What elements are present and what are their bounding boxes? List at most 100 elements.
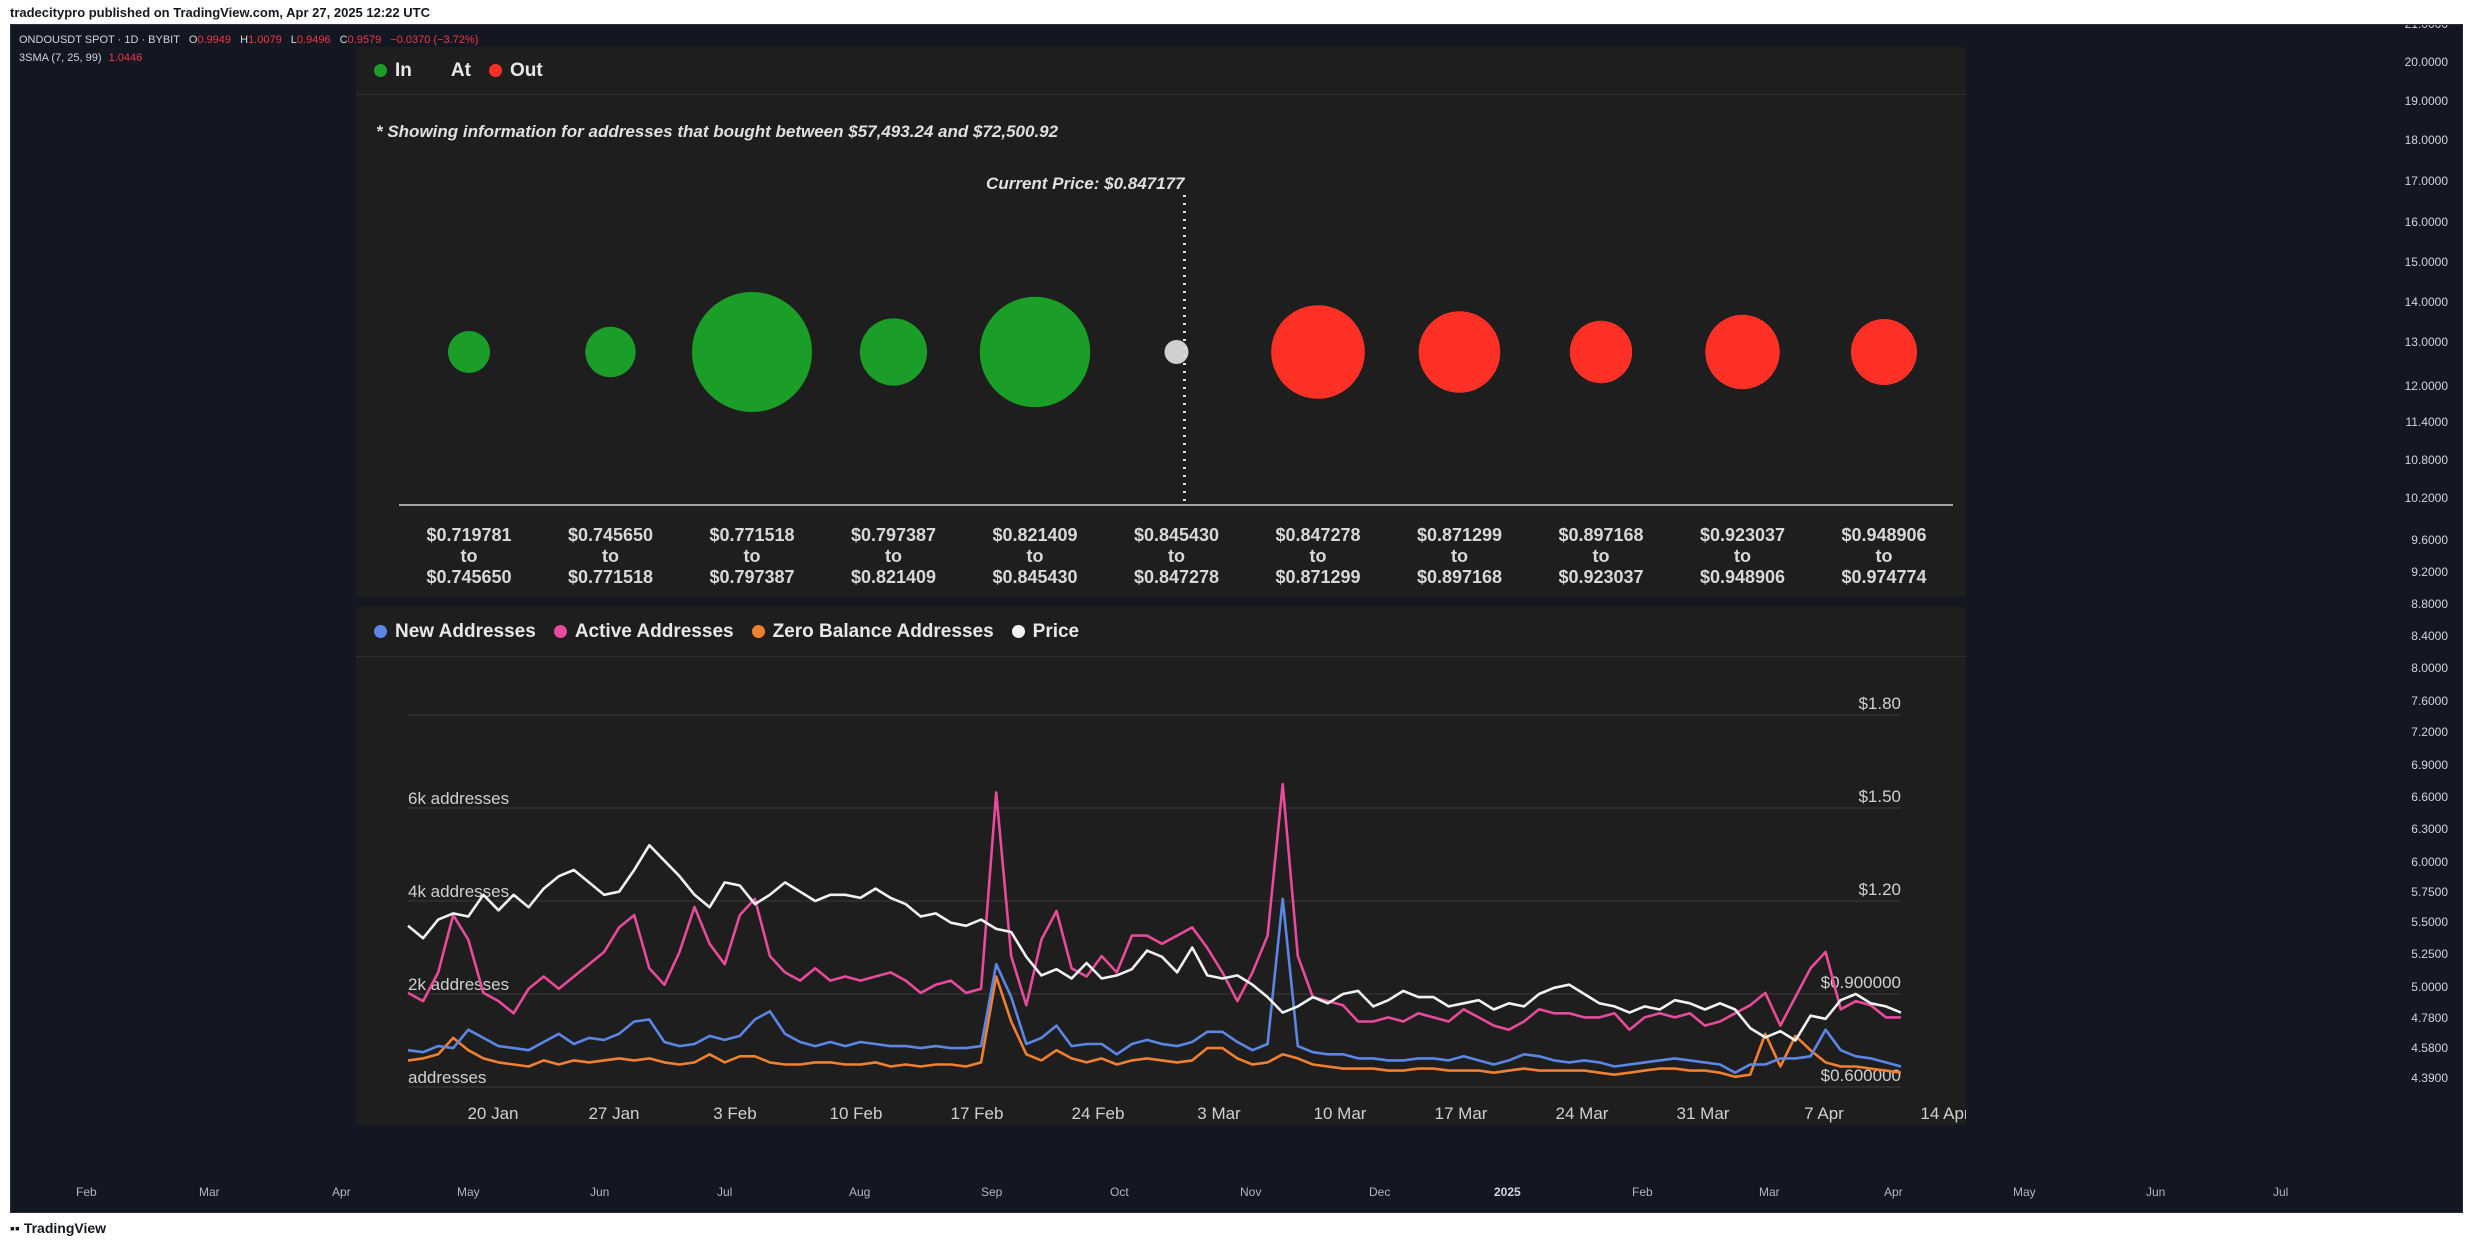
bucket-to-label: $0.897168 [1417, 567, 1502, 587]
price-axis[interactable]: 21.0000 20.0000 19.0000 18.0000 17.0000 16.00… [2367, 25, 2462, 1212]
time-axis-tick: Jul [2273, 1185, 2289, 1199]
bucket-to-word: to [602, 546, 619, 566]
left-axis-label: addresses [408, 1068, 486, 1087]
open-label: O [188, 34, 198, 46]
orange-dot-icon [751, 625, 765, 638]
legend-at[interactable]: At [450, 59, 471, 81]
bubble-out [1569, 320, 1633, 384]
right-axis-label: $1.80 [1858, 694, 1901, 713]
right-axis-label: $0.900000 [1821, 973, 1901, 992]
x-tick-label: 27 Jan [588, 1104, 639, 1123]
time-axis-tick: May [2013, 1185, 2036, 1199]
x-tick-label: 17 Mar [1435, 1104, 1488, 1123]
legend-in[interactable]: In [374, 60, 412, 82]
bubble-at [1164, 340, 1189, 364]
green-dot-icon [374, 64, 387, 77]
price-axis-tick: 5.0000 [2411, 980, 2448, 994]
legend-out[interactable]: Out [488, 60, 543, 82]
bucket-from-label: $0.745650 [568, 525, 653, 545]
price-axis-tick: 18.0000 [2404, 133, 2448, 147]
price-axis-tick: 6.3000 [2411, 822, 2448, 836]
bubble-out [1271, 305, 1365, 399]
publisher-bar: tradecitypro published on TradingView.co… [0, 0, 2475, 24]
price-axis-tick: 6.9000 [2411, 758, 2448, 772]
current-price-label: Current Price: $0.847177 [986, 174, 1186, 193]
left-axis-label: 4k addresses [408, 882, 509, 901]
bucket-to-label: $0.797387 [709, 567, 794, 587]
pink-dot-icon [553, 625, 567, 638]
bucket-to-word: to [1734, 546, 1751, 566]
bucket-from-label: $0.948906 [1841, 525, 1926, 545]
bubble-in [448, 331, 490, 373]
left-axis-label: 2k addresses [408, 975, 509, 994]
bubble-in [692, 292, 812, 412]
price-axis-tick: 8.0000 [2411, 661, 2448, 675]
addresses-plot: $1.80 $1.50 $1.20 $0.900000 $0.600000 6k addr… [407, 694, 1966, 1123]
bucket-from-label: $0.845430 [1134, 525, 1219, 545]
x-tick-label: 7 Apr [1804, 1104, 1844, 1123]
addresses-panel: New Addresses Active Addresses Zero Bala… [356, 607, 1966, 1125]
legend-new-addresses[interactable]: New Addresses [374, 621, 536, 643]
time-axis-tick: Jul [717, 1185, 733, 1199]
price-axis-tick: 15.0000 [2404, 255, 2448, 269]
price-axis-tick: 7.6000 [2411, 694, 2448, 708]
bucket-from-label: $0.719781 [426, 525, 511, 545]
price-axis-tick: 17.0000 [2404, 174, 2448, 188]
price-axis-tick: 14.0000 [2404, 295, 2448, 309]
bucket-to-label: $0.845430 [992, 567, 1077, 587]
legend-zero-balance[interactable]: Zero Balance Addresses [751, 621, 994, 643]
price-axis-tick: 11.4000 [2405, 415, 2449, 429]
bucket-to-label: $0.847278 [1134, 567, 1219, 587]
symbol-legend: ONDOUSDT SPOT · 1D · BYBIT O0.9949 H1.00… [19, 34, 478, 46]
close-value: 0.9579 [347, 34, 382, 46]
bucket-to-word: to [1027, 546, 1044, 566]
price-axis-tick: 4.5800 [2411, 1041, 2448, 1055]
bucket-to-label: $0.821409 [851, 567, 936, 587]
price-axis-tick: 5.7500 [2411, 885, 2448, 899]
bubble-in [585, 326, 636, 378]
legend-price[interactable]: Price [1011, 621, 1079, 643]
tradingview-logo[interactable]: ▪▪ TradingView [10, 1220, 107, 1236]
price-axis-tick: 9.2000 [2411, 565, 2448, 579]
right-axis-label: $1.50 [1858, 787, 1901, 806]
price-axis-tick: 4.3900 [2411, 1071, 2448, 1085]
low-label: L [290, 34, 297, 46]
bucket-to-label: $0.948906 [1700, 567, 1785, 587]
time-axis-tick: May [457, 1185, 480, 1199]
high-value: 1.0079 [248, 34, 282, 46]
x-tick-label: 31 Mar [1677, 1104, 1730, 1123]
bucket-to-word: to [1310, 546, 1327, 566]
price-axis-tick: 8.4000 [2411, 629, 2448, 643]
x-tick-label: 14 Apr [1920, 1104, 1966, 1123]
price-axis-tick: 8.8000 [2411, 597, 2448, 611]
legend-active-addresses[interactable]: Active Addresses [553, 621, 734, 643]
chart-frame[interactable]: ONDOUSDT SPOT · 1D · BYBIT O0.9949 H1.00… [10, 24, 2463, 1213]
bucket-to-label: $0.923037 [1558, 567, 1643, 587]
bubble-in [859, 318, 928, 386]
white-dot-icon [1011, 625, 1025, 638]
symbol-label[interactable]: ONDOUSDT SPOT · 1D · BYBIT [19, 34, 180, 46]
series-line-active-addresses [407, 782, 1901, 1032]
bucket-from-label: $0.771518 [709, 525, 794, 545]
red-dot-icon [488, 64, 502, 77]
indicator-legend[interactable]: 3SMA (7, 25, 99) 1.0446 [19, 52, 142, 64]
time-axis-tick: Sep [981, 1185, 1003, 1199]
price-axis-tick: 10.8000 [2404, 453, 2448, 467]
iom-legend: In At Out [356, 47, 1966, 95]
time-axis-tick: Mar [1759, 1185, 1780, 1199]
time-axis-tick: Apr [1884, 1185, 1903, 1199]
bucket-from-label: $0.871299 [1417, 525, 1502, 545]
bucket-to-word: to [1168, 546, 1185, 566]
bucket-from-label: $0.847278 [1275, 525, 1360, 545]
address-range-note: * Showing information for addresses that… [376, 122, 1059, 141]
price-axis-tick: 12.0000 [2404, 379, 2448, 393]
bucket-to-label: $0.974774 [1841, 567, 1926, 587]
bucket-to-label: $0.871299 [1275, 567, 1360, 587]
x-tick-label: 10 Feb [830, 1104, 883, 1123]
price-axis-tick: 21.0000 [2404, 24, 2448, 31]
price-axis-tick: 10.2000 [2404, 491, 2448, 505]
bucket-to-word: to [461, 546, 478, 566]
close-label: C [339, 34, 348, 46]
time-axis-tick: Dec [1369, 1185, 1391, 1199]
bucket-to-word: to [744, 546, 761, 566]
